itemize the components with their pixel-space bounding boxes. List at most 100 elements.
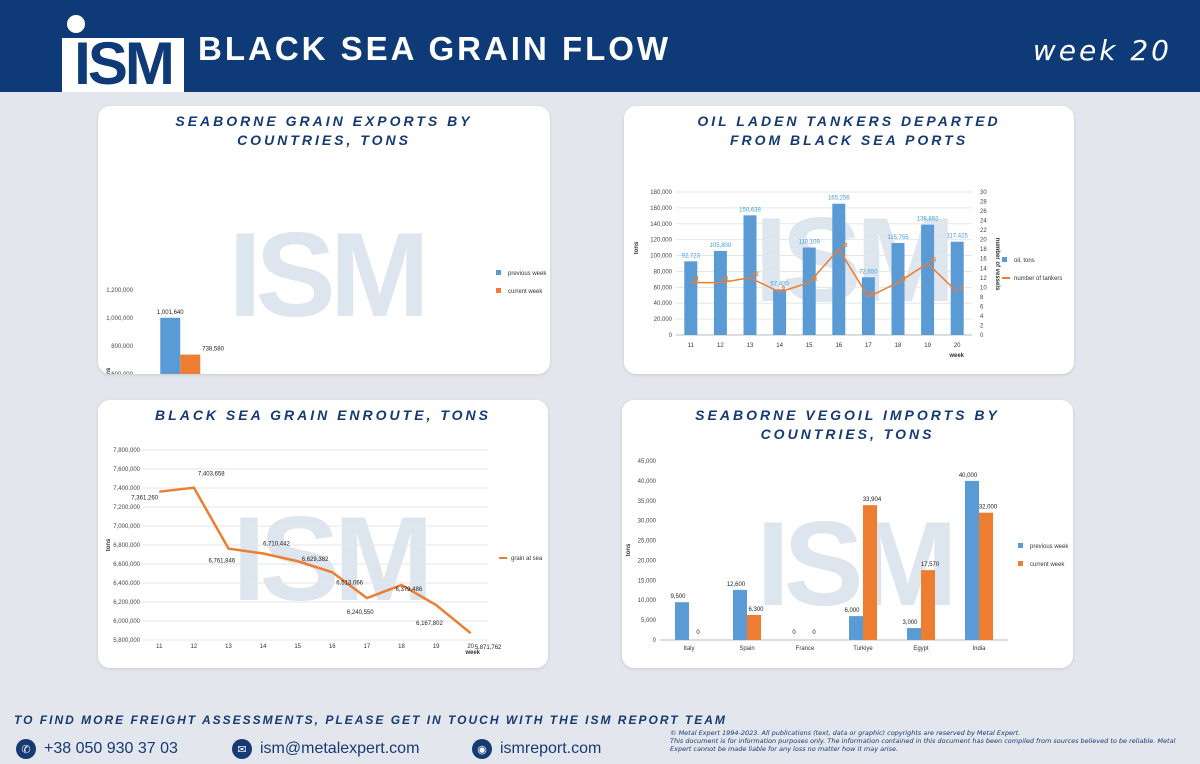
y-tick-label: 6,600,000: [113, 562, 140, 568]
bar: [861, 277, 875, 335]
data-label: 105,800: [710, 243, 732, 249]
bar: [921, 224, 935, 335]
data-label: 9,500: [670, 594, 686, 600]
disclaimer-line2: This document is for information purpose…: [670, 737, 1176, 753]
x-tick-label: 18: [398, 644, 405, 650]
x-tick-label: 20: [467, 644, 474, 650]
x-tick-label: 14: [776, 343, 783, 349]
y-tick-label: 1,000,000: [106, 316, 133, 322]
y-tick-label: 100,000: [650, 254, 672, 260]
y-tick-label: 7,800,000: [113, 448, 140, 454]
y-tick-label: 120,000: [650, 238, 672, 244]
data-label: 0: [792, 630, 796, 636]
data-label: 3,000: [902, 620, 918, 626]
data-label: 57,400: [770, 281, 789, 287]
bar: [802, 247, 816, 335]
panel-title: OIL LADEN TANKERS DEPARTED FROM BLACK SE…: [624, 112, 1074, 150]
legend-swatch: [1002, 257, 1007, 262]
x-tick-label: Italy: [683, 646, 694, 652]
email-address: ism@metalexpert.com: [260, 740, 420, 757]
data-label: 40,000: [959, 473, 978, 479]
x-tick-label: 11: [688, 343, 695, 349]
panel-title-line1: SEABORNE VEGOIL IMPORTS BY: [695, 407, 1000, 423]
legend-label: previous week: [1030, 544, 1069, 550]
x-tick-label: 16: [329, 644, 336, 650]
x-tick-label: Egypt: [913, 646, 929, 652]
y-right-tick-label: 24: [980, 219, 987, 225]
legend-label: current week: [1030, 562, 1065, 568]
bar: [832, 203, 846, 335]
series-line-number-of-tankers: [690, 247, 958, 298]
legend-swatch: [496, 270, 501, 275]
y-tick-label: 1,200,000: [106, 288, 133, 294]
data-label: 6,710,442: [263, 542, 290, 548]
y-tick-label: 0: [669, 333, 673, 339]
data-label: 32,000: [979, 505, 998, 511]
y-right-tick-label: 20: [980, 238, 987, 244]
chart-vegoil-imports: ISM05,00010,00015,00020,00025,00030,0003…: [626, 459, 1069, 652]
y-tick-label: 30,000: [638, 519, 657, 525]
contact-website[interactable]: ◉ ismreport.com: [472, 738, 601, 760]
footer-cta: TO FIND MORE FREIGHT ASSESSMENTS, PLEASE…: [14, 713, 727, 727]
bar: [950, 241, 964, 335]
data-label: 17,570: [921, 562, 940, 568]
y-tick-label: 800,000: [111, 344, 133, 350]
y-axis-title: tons: [106, 538, 112, 551]
data-label: 110,109: [799, 240, 821, 246]
header-bar: ISM BLACK SEA GRAIN FLOW week 20: [0, 0, 1200, 92]
y-axis-title: tons: [626, 543, 632, 556]
y-tick-label: 180,000: [650, 190, 672, 196]
data-label: 738,580: [202, 347, 224, 353]
line-data-label: 11: [900, 277, 907, 283]
panel-grain-exports: SEABORNE GRAIN EXPORTS BY COUNTRIES, TON…: [98, 106, 550, 374]
x-tick-label: 19: [924, 343, 931, 349]
x-tick-label: Turkiye: [853, 646, 873, 652]
x-tick-label: 17: [364, 644, 371, 650]
data-label: 92,723: [682, 253, 701, 259]
y-tick-label: 6,400,000: [113, 581, 140, 587]
x-tick-label: 13: [225, 644, 232, 650]
mail-icon: ✉: [232, 739, 252, 759]
panel-oil-tankers: OIL LADEN TANKERS DEPARTED FROM BLACK SE…: [624, 106, 1074, 374]
y-tick-label: 40,000: [638, 479, 657, 485]
week-label: week 20: [1032, 34, 1172, 67]
y-tick-label: 600,000: [111, 372, 133, 374]
line-data-label: 11: [693, 277, 700, 283]
line-data-label: 9: [782, 286, 786, 292]
panel-title-line1: OIL LADEN TANKERS DEPARTED: [697, 113, 1001, 129]
y-right-tick-label: 6: [980, 304, 984, 310]
line-data-label: 11: [722, 277, 729, 283]
data-label: 1,001,640: [157, 310, 184, 316]
y-tick-label: 6,000,000: [113, 619, 140, 625]
bar: [907, 628, 921, 640]
y-tick-label: 80,000: [654, 269, 673, 275]
contact-email[interactable]: ✉ ism@metalexpert.com: [232, 738, 419, 760]
x-tick-label: Spain: [739, 646, 754, 652]
bar: [965, 480, 979, 640]
bar: [773, 289, 787, 335]
y-right-tick-label: 0: [980, 333, 984, 339]
y-right-tick-label: 12: [980, 276, 987, 282]
line-data-label: 18: [841, 243, 848, 249]
y-right-tick-label: 22: [980, 228, 987, 234]
y-right-tick-label: 26: [980, 209, 987, 215]
bar: [921, 570, 935, 640]
data-label: 6,000: [844, 608, 860, 614]
data-label: 117,425: [947, 234, 969, 240]
y-right-tick-label: 2: [980, 323, 984, 329]
line-data-label: 12: [752, 272, 759, 278]
panel-title-line2: COUNTRIES, TONS: [760, 426, 935, 442]
y-axis-title: tons: [634, 241, 640, 254]
x-tick-label: 11: [156, 644, 163, 650]
y-tick-label: 140,000: [650, 222, 672, 228]
y-tick-label: 60,000: [654, 285, 673, 291]
chart-grain-enroute: ISM 5,800,000 6,000,000 6,200,000 6,400,000 6…: [106, 448, 543, 656]
data-label: 5,871,762: [475, 645, 502, 651]
y-right-axis-title: number of vessels: [994, 238, 1000, 291]
bar: [684, 261, 698, 335]
x-tick-label: 15: [294, 644, 301, 650]
contact-phone[interactable]: ✆ +38 050 930 37 03: [16, 738, 178, 760]
x-tick-label: 13: [747, 343, 754, 349]
legend-label: oil, tons: [1014, 258, 1035, 264]
bar: [863, 505, 877, 640]
